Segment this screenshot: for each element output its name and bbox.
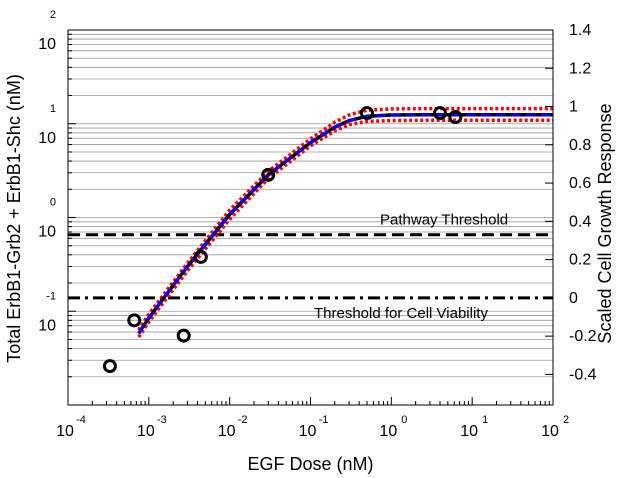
y-right-tick-label: 0.2 — [569, 252, 591, 269]
y-right-tick-label: 0.8 — [569, 137, 591, 154]
y-right-tick-label: 0.6 — [569, 175, 591, 192]
y-left-tick-exponent: 2 — [50, 9, 56, 21]
y-right-tick-label: 1.2 — [569, 60, 591, 77]
x-tick-label: 10 — [379, 423, 397, 440]
data-series — [137, 106, 553, 339]
x-tick-exponent: 0 — [401, 414, 407, 426]
y-right-tick-label: 1 — [569, 99, 578, 116]
x-tick-exponent: 2 — [563, 414, 569, 426]
data-markers — [102, 106, 463, 374]
y-right-tick-label: 0.4 — [569, 213, 591, 230]
left-y-axis-title: Total ErbB1-Grb2 + ErbB1-Shc (nM) — [4, 74, 24, 363]
y-right-tick-label: 1.4 — [569, 22, 591, 39]
data-point — [193, 249, 208, 264]
y-left-tick-exponent: 1 — [50, 103, 56, 115]
x-tick-label: 10 — [299, 423, 317, 440]
x-tick-exponent: -1 — [319, 414, 329, 426]
y-left-tick-label: 10 — [38, 130, 56, 147]
axes: 10-410-310-210-110010110210-1100101102-0… — [38, 9, 596, 440]
data-point — [432, 106, 447, 121]
x-tick-label: 10 — [541, 423, 559, 440]
x-axis-title: EGF Dose (nM) — [247, 454, 373, 474]
data-point — [127, 313, 142, 328]
pathway-threshold-label: Pathway Threshold — [380, 212, 508, 229]
data-point — [102, 359, 117, 374]
series-line-2 — [137, 118, 553, 339]
x-tick-label: 10 — [460, 423, 478, 440]
x-tick-exponent: -2 — [238, 414, 248, 426]
y-left-tick-label: 10 — [38, 224, 56, 241]
x-tick-exponent: -3 — [157, 414, 167, 426]
series-line-1 — [137, 106, 553, 332]
x-tick-exponent: 1 — [482, 414, 488, 426]
x-tick-label: 10 — [137, 423, 155, 440]
y-right-tick-label: -0.2 — [569, 328, 597, 345]
y-right-tick-label: 0 — [569, 290, 578, 307]
viability-threshold-label: Threshold for Cell Viability — [314, 305, 488, 322]
data-point — [360, 106, 375, 121]
threshold-lines — [68, 233, 553, 300]
x-tick-label: 10 — [218, 423, 236, 440]
series-line-4 — [137, 113, 553, 335]
data-point — [448, 110, 463, 125]
y-left-tick-exponent: 0 — [50, 197, 56, 209]
y-left-tick-label: 10 — [38, 317, 56, 334]
right-y-axis-title: Scaled Cell Growth Response — [595, 103, 615, 343]
x-tick-exponent: -4 — [76, 414, 86, 426]
x-tick-label: 10 — [56, 423, 74, 440]
data-point — [176, 328, 191, 343]
y-right-tick-label: -0.4 — [569, 366, 597, 383]
y-left-tick-exponent: -1 — [46, 290, 56, 302]
y-left-tick-label: 10 — [38, 36, 56, 53]
data-point — [261, 167, 276, 182]
